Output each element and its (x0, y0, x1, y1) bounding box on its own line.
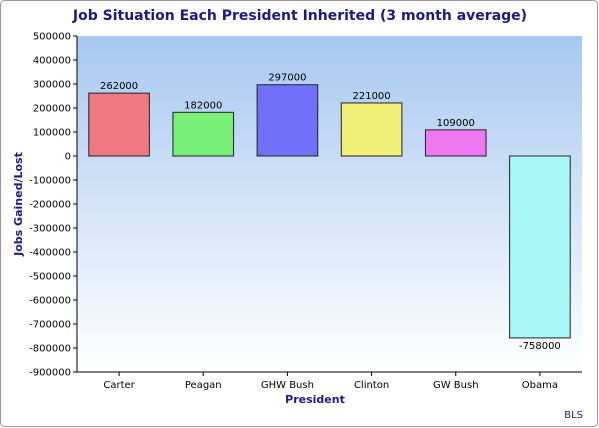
y-tick-label: 400000 (33, 56, 71, 67)
data-label: 221000 (352, 91, 390, 102)
y-tick-label: -700000 (29, 320, 71, 331)
x-tick-label: GW Bush (433, 380, 479, 391)
x-tick-label: GHW Bush (261, 380, 314, 391)
y-tick-label: 300000 (33, 80, 71, 91)
y-tick-label: -400000 (29, 248, 71, 259)
y-tick-label: 0 (65, 152, 71, 163)
bar-ghw-bush (256, 84, 319, 157)
bar-obama (509, 155, 571, 339)
y-tick-label: -500000 (29, 272, 71, 283)
y-tick-label: -300000 (29, 224, 71, 235)
data-label: 182000 (184, 100, 222, 111)
chart-title: Job Situation Each President Inherited (… (72, 8, 527, 24)
source-note: BLS (564, 410, 583, 421)
x-tick-label: Obama (522, 380, 558, 391)
x-tick-label: Peagan (185, 380, 222, 391)
data-label: -758000 (519, 341, 561, 352)
data-label: 297000 (268, 73, 306, 84)
y-tick-label: 200000 (33, 104, 71, 115)
y-tick-label: -100000 (29, 176, 71, 187)
x-axis: Carter Peagan GHW Bush Clinton GW Bush Obama (77, 371, 582, 391)
x-tick-label: Clinton (354, 380, 389, 391)
data-labels: 262000 182000 297000 221000 109000 -758000 (100, 73, 561, 352)
y-tick-label: 500000 (33, 32, 71, 43)
plot-area (77, 36, 582, 372)
x-axis-title: President (285, 393, 345, 406)
bar-peagan (172, 111, 235, 157)
bar-gw-bush (424, 129, 487, 157)
y-tick-label: 100000 (33, 128, 71, 139)
y-tick-label: -900000 (29, 368, 71, 379)
bar-series (88, 84, 571, 339)
y-tick-label: -600000 (29, 296, 71, 307)
x-tick-label: Carter (103, 380, 135, 391)
y-axis-title: Jobs Gained/Lost (12, 152, 25, 257)
y-tick-label: -200000 (29, 200, 71, 211)
data-label: 109000 (437, 118, 475, 129)
y-axis: -900000 -800000 -700000 -600000 -500000 -4000… (29, 32, 78, 379)
bar-carter (88, 92, 150, 157)
bar-clinton (340, 102, 403, 157)
data-label: 262000 (100, 81, 138, 92)
y-tick-label: -800000 (29, 344, 71, 355)
